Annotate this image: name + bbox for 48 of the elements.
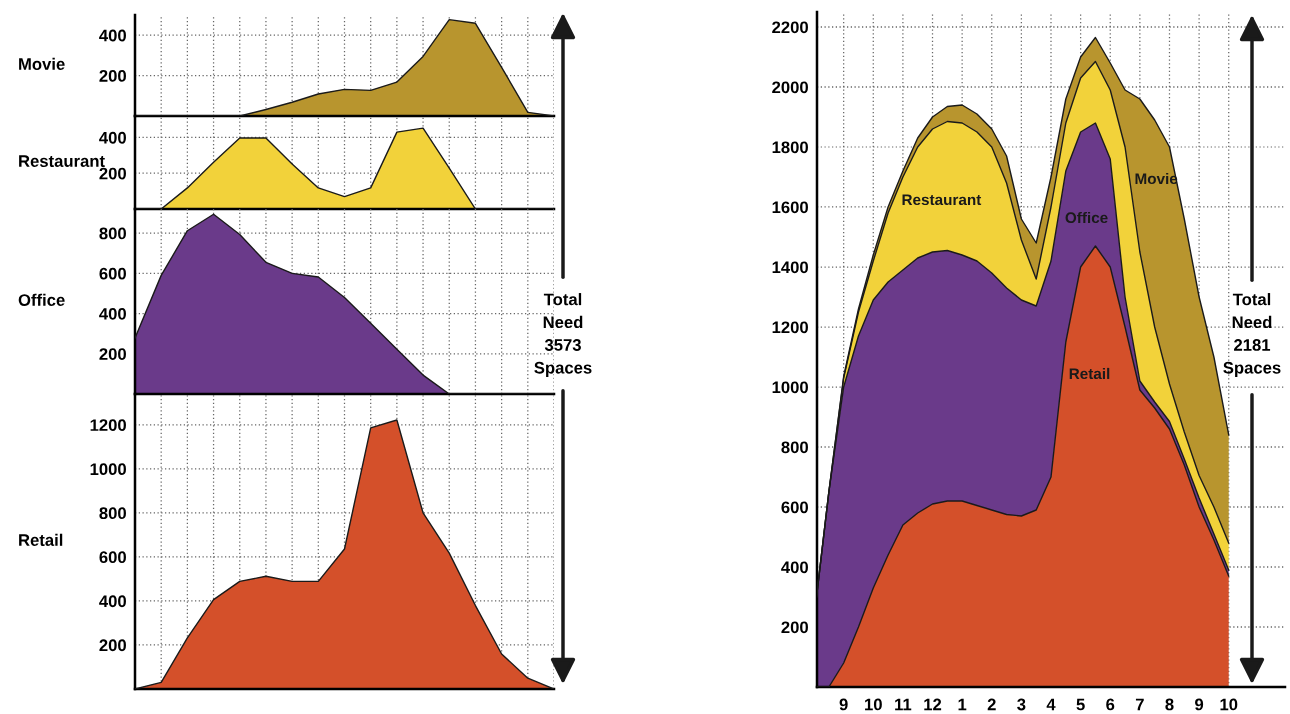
y-tick-label: 1200 [90, 419, 126, 432]
series-label: Office [1065, 211, 1108, 224]
y-tick-label: 1000 [90, 463, 126, 476]
y-axis-title: Office [18, 293, 65, 306]
x-tick-label: 6 [1106, 698, 1115, 711]
x-tick-label: 10 [865, 698, 882, 711]
y-tick-label: 800 [99, 227, 126, 240]
y-tick-label: 400 [781, 561, 808, 574]
y-tick-label: 800 [781, 441, 808, 454]
annotation: Total Need 3573 Spaces [534, 293, 592, 377]
y-tick-label: 400 [99, 29, 126, 42]
annotation: Total Need 2181 Spaces [1223, 293, 1281, 377]
y-tick-label: 2200 [772, 21, 808, 34]
y-tick-label: 1800 [772, 141, 808, 154]
x-tick-label: 9 [839, 698, 848, 711]
y-tick-label: 1200 [772, 321, 808, 334]
y-tick-label: 600 [99, 267, 126, 280]
x-tick-label: 11 [895, 698, 912, 711]
y-tick-label: 400 [99, 307, 126, 320]
x-tick-label: 1 [958, 698, 967, 711]
y-tick-label: 200 [99, 348, 126, 360]
y-tick-label: 200 [99, 70, 126, 82]
y-axis-title: Restaurant [19, 155, 105, 167]
y-tick-label: 1600 [772, 201, 808, 214]
y-tick-label: 200 [99, 167, 126, 180]
x-tick-label: 12 [924, 698, 942, 711]
x-tick-label: 8 [1165, 698, 1174, 711]
x-tick-label: 9 [1195, 698, 1204, 711]
y-axis-title: Retail [19, 533, 63, 546]
x-tick-label: 10 [1220, 698, 1238, 711]
y-tick-label: 1000 [772, 381, 808, 394]
y-axis-title: Movie [19, 57, 65, 70]
y-tick-label: 800 [99, 507, 126, 520]
y-tick-label: 1400 [772, 261, 808, 274]
y-tick-label: 400 [99, 131, 126, 144]
y-tick-label: 2000 [772, 81, 808, 94]
x-tick-label: 4 [1046, 698, 1056, 711]
series-label: Retail [1069, 367, 1110, 380]
x-tick-label: 2 [987, 698, 996, 711]
x-tick-label: 7 [1135, 698, 1144, 711]
y-tick-label: 200 [99, 639, 126, 652]
y-tick-label: 600 [781, 501, 808, 514]
y-tick-label: 600 [99, 551, 126, 564]
x-tick-label: 3 [1017, 698, 1026, 711]
y-tick-label: 200 [781, 621, 808, 634]
x-tick-label: 5 [1076, 698, 1085, 711]
y-tick-label: 400 [99, 595, 126, 608]
series-label: Restaurant [902, 194, 982, 206]
